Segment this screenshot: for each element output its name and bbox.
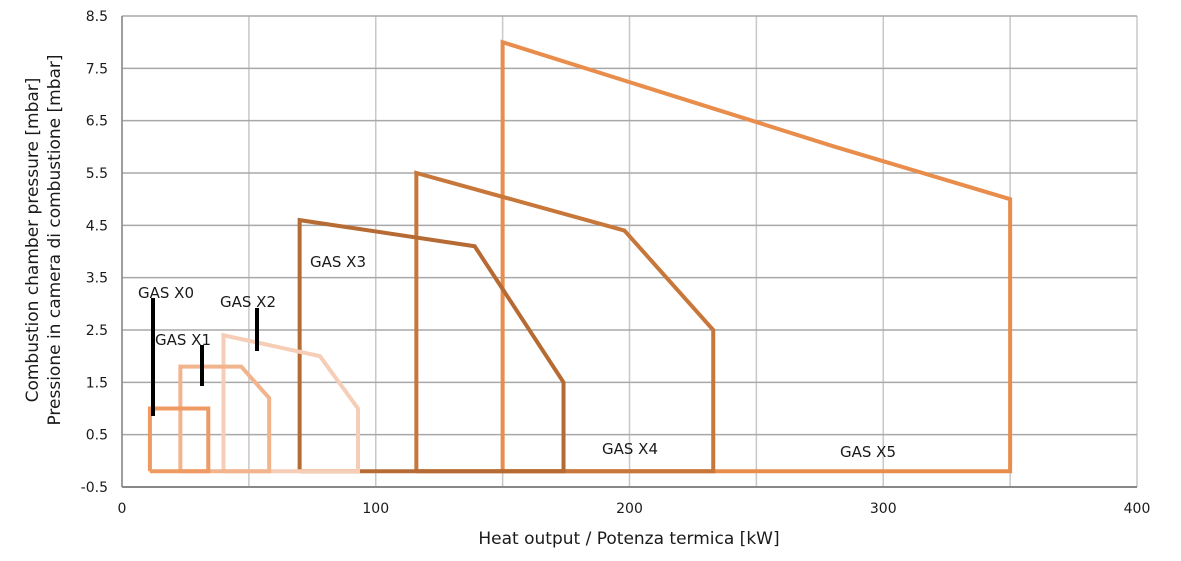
series-label: GAS X0: [138, 284, 194, 302]
series-group: [147, 39, 1013, 474]
y-tick-label: 1.5: [86, 375, 108, 391]
ticks: 0 100 200 300 400 -0.5 0.5 1.5 2.5 3.5 4.5 5.5 6.5 7.…: [81, 9, 1151, 517]
x-axis-title: Heat output / Potenza termica [kW]: [478, 529, 779, 549]
series-gas-x1-outline: [178, 364, 272, 474]
grid: [121, 15, 1138, 488]
x-tick-label: 100: [362, 501, 389, 517]
y-tick-label: 8.5: [86, 9, 108, 25]
y-tick-label: 5.5: [86, 166, 108, 182]
y-axis-title-line1: Combustion chamber pressure [mbar]: [23, 78, 43, 403]
y-tick-label: 0.5: [86, 428, 108, 444]
series-gas-x2-outline: [221, 332, 360, 474]
series-label: GAS X3: [310, 253, 366, 271]
series-label: GAS X4: [602, 440, 658, 458]
series-label: GAS X5: [840, 443, 896, 461]
x-tick-label: 400: [1124, 501, 1151, 517]
x-tick-label: 0: [118, 501, 127, 517]
series-gas-x4-outline: [414, 170, 716, 474]
y-tick-label: -0.5: [81, 480, 108, 496]
series-gas-x0-outline: [147, 406, 211, 474]
series-gas-x3-outline: [297, 217, 566, 474]
y-tick-label: 7.5: [86, 61, 108, 77]
series-label: GAS X1: [155, 331, 211, 349]
annotations: GAS X0 GAS X1 GAS X2 GAS X3 GAS X4 GAS X5: [138, 253, 896, 461]
x-tick-label: 300: [870, 501, 897, 517]
x-tick-label: 200: [616, 501, 643, 517]
y-axis-title-line2: Pressione in camera di combustione [mbar…: [45, 54, 65, 425]
y-tick-label: 2.5: [86, 323, 108, 339]
series-gas-x5-outline: [500, 39, 1013, 474]
series-label: GAS X2: [220, 293, 276, 311]
y-tick-label: 4.5: [86, 218, 108, 234]
y-tick-label: 3.5: [86, 271, 108, 287]
y-tick-label: 6.5: [86, 114, 108, 130]
